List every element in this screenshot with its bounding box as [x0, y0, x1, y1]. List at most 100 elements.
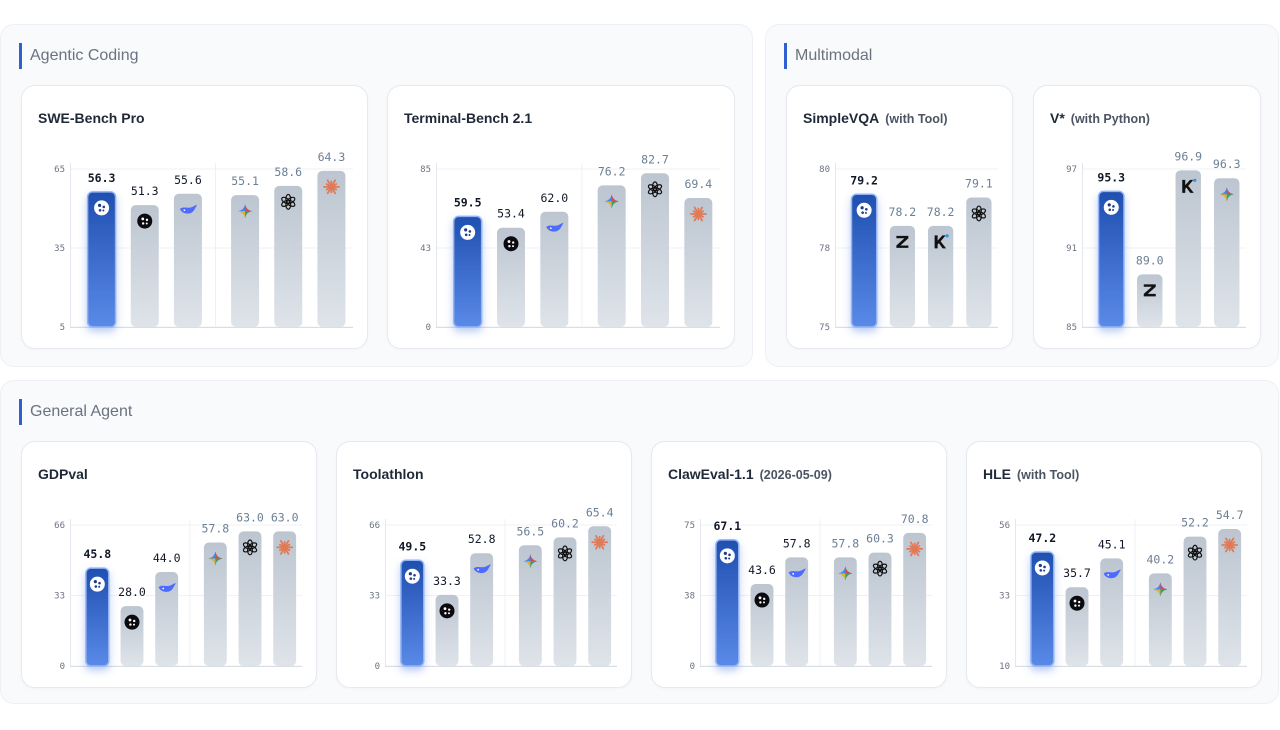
bar — [231, 195, 260, 327]
bar-group: 56.3 — [86, 171, 117, 328]
bar — [274, 185, 303, 327]
whale-icon — [179, 204, 197, 214]
bar-group: 55.6 — [173, 173, 202, 327]
bar-value-label: 95.3 — [1097, 170, 1125, 184]
y-tick-label: 66 — [369, 521, 380, 531]
bar-value-label: 76.2 — [598, 164, 626, 178]
y-tick-label: 33 — [369, 592, 380, 602]
y-tick-label: 97 — [1066, 165, 1077, 175]
chart-title-text: SWE-Bench Pro — [38, 110, 145, 126]
bar-value-label: 53.4 — [497, 207, 525, 221]
bar-group: 60.3 — [866, 532, 894, 666]
gemini-star-icon — [1153, 582, 1168, 597]
whale-icon — [158, 583, 176, 592]
bar-group: 47.2 — [1028, 531, 1056, 667]
bar-group: 33.3 — [433, 574, 461, 666]
chart-title-text: ClawEval-1.1 — [668, 466, 754, 482]
bar-group: 78.2 — [927, 205, 955, 327]
y-tick-label: 0 — [690, 662, 695, 672]
bar-value-label: 59.5 — [454, 195, 482, 209]
bar-group: 53.4 — [497, 207, 525, 327]
section-agentic-coding: Agentic Coding SWE-Bench Pro 65 35 5 56.3 51… — [0, 24, 753, 367]
bar-value-label: 82.7 — [641, 152, 669, 166]
bar-group: 57.8 — [831, 536, 859, 666]
bar-value-label: 43.6 — [748, 563, 776, 577]
openai-icon — [242, 539, 258, 556]
bar-group: 45.1 — [1098, 537, 1126, 666]
chart-subtitle: (with Tool) — [885, 112, 948, 126]
bar-group: 89.0 — [1136, 253, 1164, 327]
bar — [173, 193, 202, 327]
chart-card-terminal-bench: Terminal-Bench 2.1 85 43 0 59.5 53.4 62.0 76.2… — [387, 85, 735, 349]
z-letter-icon — [896, 235, 909, 248]
logo-hub-icon — [1103, 199, 1119, 215]
bar — [684, 197, 713, 327]
bar-chart: 97 91 85 95.3 89.0 96.9 96.3 — [1066, 149, 1246, 333]
claude-burst-icon — [1221, 537, 1239, 553]
bar-value-label: 33.3 — [433, 574, 461, 588]
claude-burst-icon — [906, 541, 924, 557]
section-general-agent: General Agent GDPval 66 33 0 45.8 28.0 44.0 57… — [0, 380, 1279, 704]
bar-group: 49.5 — [398, 539, 426, 667]
bar-chart: 75 38 0 67.1 43.6 57.8 57.8 60.3 70.8 — [684, 512, 932, 672]
bar-value-label: 45.8 — [83, 547, 111, 561]
chart-title-text: GDPval — [38, 466, 88, 482]
logo-dots-icon — [124, 614, 140, 630]
chart-card-gdpval: GDPval 66 33 0 45.8 28.0 44.0 57.8 63.0 63.0 — [21, 441, 317, 688]
logo-hub-icon — [856, 202, 872, 218]
bar-value-label: 63.0 — [271, 510, 299, 524]
k-letter-icon — [1182, 178, 1197, 193]
bar-value-label: 56.3 — [88, 171, 116, 185]
bar — [85, 567, 110, 667]
bar — [155, 572, 179, 666]
section-title: General Agent — [19, 399, 132, 425]
bar-value-label: 28.0 — [118, 585, 146, 599]
claude-burst-icon — [276, 540, 294, 555]
logo-hub-icon — [1034, 560, 1050, 576]
bar-group: 95.3 — [1097, 170, 1125, 328]
bar — [518, 545, 542, 666]
bar-value-label: 64.3 — [318, 150, 346, 164]
chart-title-text: Terminal-Bench 2.1 — [404, 110, 533, 126]
bar — [1148, 573, 1172, 666]
whale-icon — [1103, 569, 1121, 579]
bar — [1183, 536, 1207, 666]
bar — [1214, 178, 1240, 327]
bar-group: 79.1 — [965, 176, 993, 327]
bar-chart: 65 35 5 56.3 51.3 55.6 55.1 58.6 64.3 — [54, 150, 353, 333]
whale-icon — [546, 222, 564, 232]
chart-subtitle: (2026-05-09) — [759, 468, 832, 482]
chart-card-v-star: V* (with Python) 97 91 85 95.3 89.0 96.9 96.3 — [1033, 85, 1261, 349]
bar-value-label: 55.6 — [174, 173, 202, 187]
bar-group: 78.2 — [889, 205, 916, 327]
bar-value-label: 70.8 — [901, 512, 929, 526]
bar-value-label: 56.5 — [516, 524, 544, 538]
bar-group: 51.3 — [130, 184, 159, 327]
logo-dots-icon — [439, 603, 455, 619]
z-letter-icon — [1143, 284, 1156, 297]
gemini-star-icon — [208, 551, 223, 566]
chart-title: HLE (with Tool) — [983, 466, 1079, 482]
logo-dots-icon — [503, 236, 519, 252]
bar — [238, 531, 262, 666]
whale-icon — [473, 564, 491, 574]
y-tick-label: 65 — [54, 165, 65, 175]
bar-group: 96.3 — [1213, 157, 1241, 327]
bar-group: 45.8 — [83, 547, 111, 667]
openai-icon — [872, 560, 888, 577]
bar-group: 96.9 — [1174, 149, 1202, 327]
section-title: Multimodal — [784, 43, 872, 69]
logo-hub-icon — [719, 548, 735, 564]
bar-value-label: 78.2 — [927, 205, 955, 219]
y-tick-label: 75 — [684, 521, 695, 531]
chart-title-text: SimpleVQA — [803, 110, 880, 126]
bar-value-label: 69.4 — [684, 177, 712, 191]
section-title: Agentic Coding — [19, 43, 139, 69]
bar-group: 44.0 — [153, 551, 181, 666]
bar — [966, 197, 992, 327]
bar — [641, 173, 669, 327]
bar — [130, 205, 159, 327]
bar — [1097, 190, 1125, 328]
y-tick-label: 80 — [819, 165, 830, 175]
chart-title: SWE-Bench Pro — [38, 110, 145, 126]
